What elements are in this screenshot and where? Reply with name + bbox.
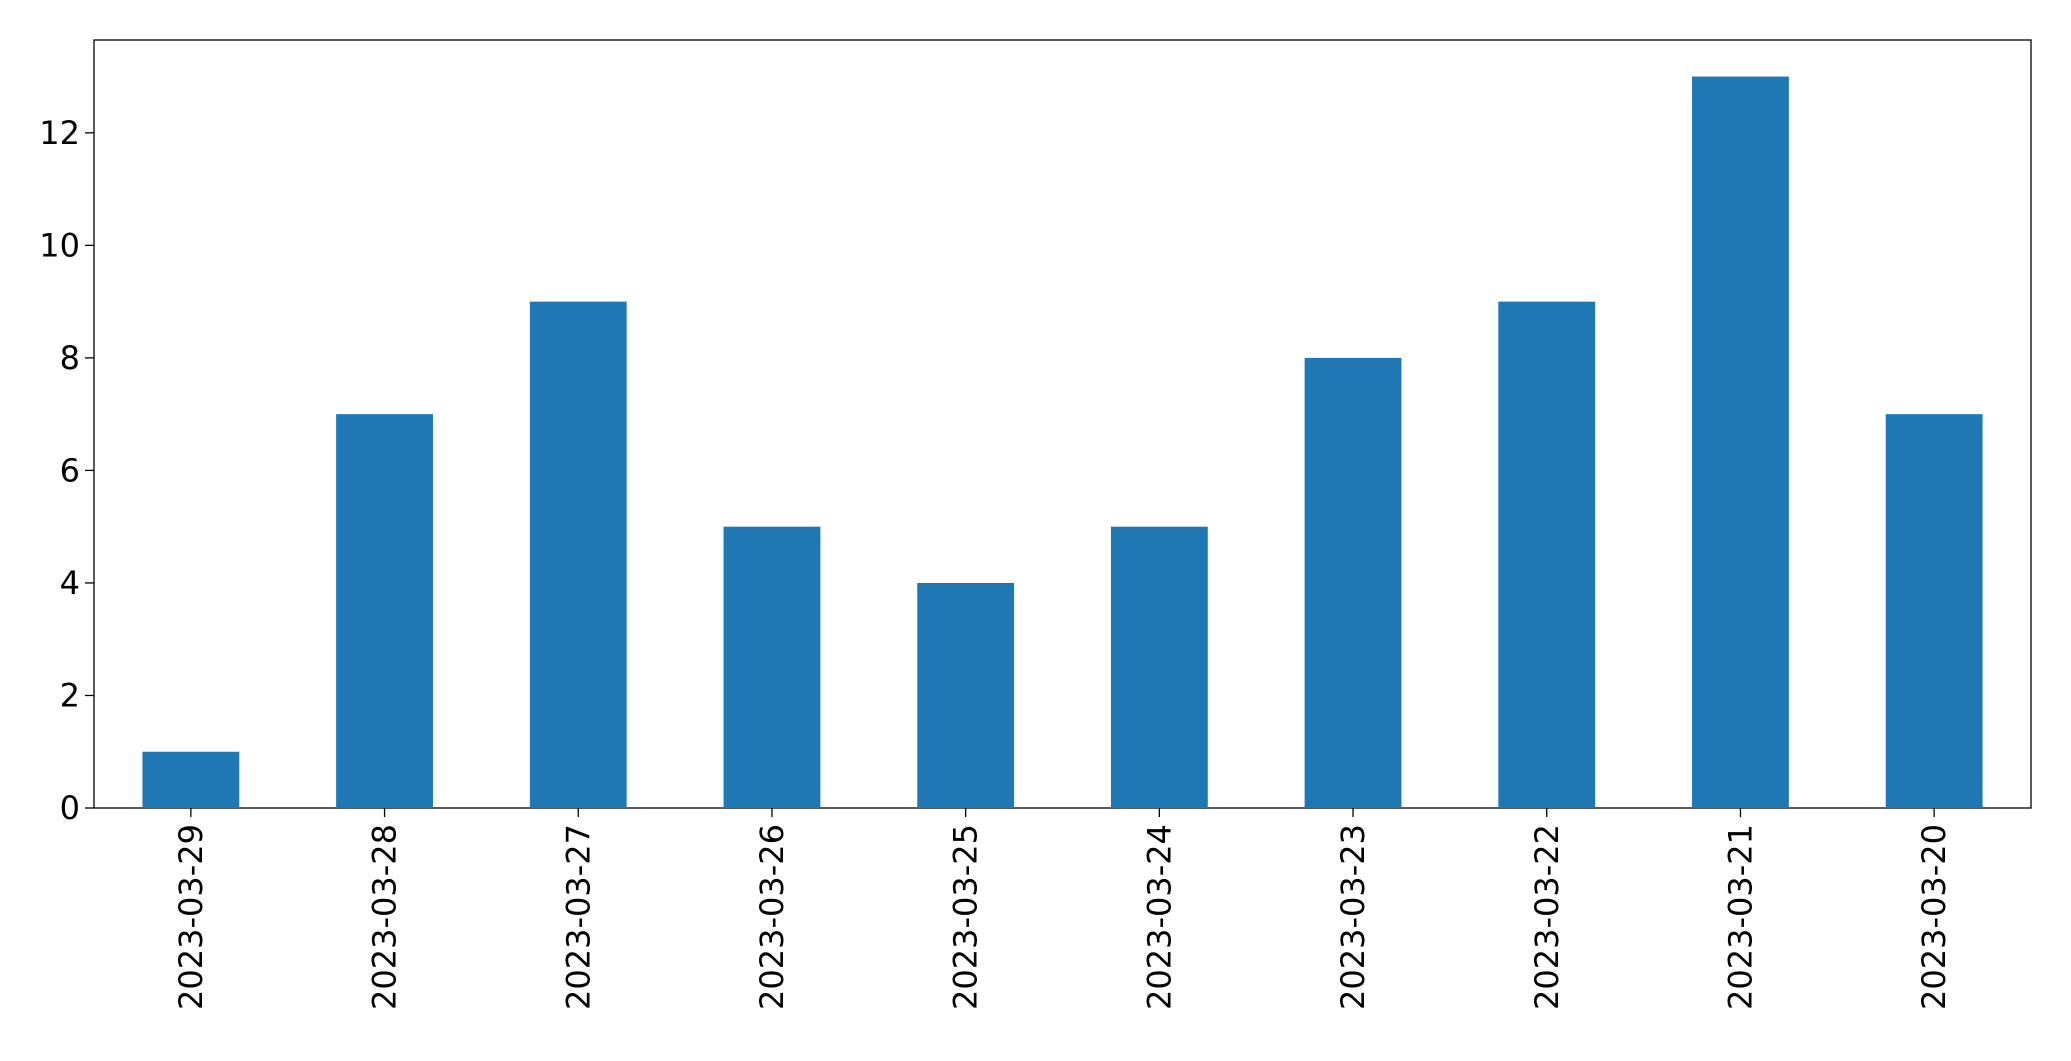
bar (1110, 526, 1208, 808)
x-tick-label: 2023-03-27 (559, 824, 597, 1010)
plot-frame (93, 39, 2032, 809)
y-tick-label: 6 (60, 451, 80, 489)
bar (1304, 357, 1402, 808)
bar (529, 301, 627, 808)
x-tick-label: 2023-03-26 (753, 824, 791, 1010)
y-tick-label: 10 (39, 226, 80, 264)
y-tick-label: 12 (39, 114, 80, 152)
y-tick-label: 8 (60, 339, 80, 377)
y-tick-label: 0 (60, 789, 80, 827)
bar (723, 526, 821, 808)
y-tick-label: 4 (60, 564, 80, 602)
y-tick-label: 2 (60, 676, 80, 714)
x-tick-label: 2023-03-22 (1528, 824, 1566, 1010)
bar (336, 414, 433, 808)
x-tick-label: 2023-03-20 (1915, 824, 1953, 1010)
bar (1498, 301, 1596, 808)
x-tick-label: 2023-03-24 (1140, 824, 1178, 1010)
x-tick-label: 2023-03-25 (947, 824, 985, 1010)
bar (1885, 414, 1983, 808)
x-tick-label: 2023-03-28 (366, 824, 404, 1010)
bar (917, 582, 1015, 808)
x-tick-label: 2023-03-21 (1721, 824, 1759, 1010)
bar (1692, 76, 1789, 809)
bar (142, 751, 240, 808)
x-tick-label: 2023-03-29 (172, 824, 210, 1010)
x-tick-label: 2023-03-23 (1334, 824, 1372, 1010)
